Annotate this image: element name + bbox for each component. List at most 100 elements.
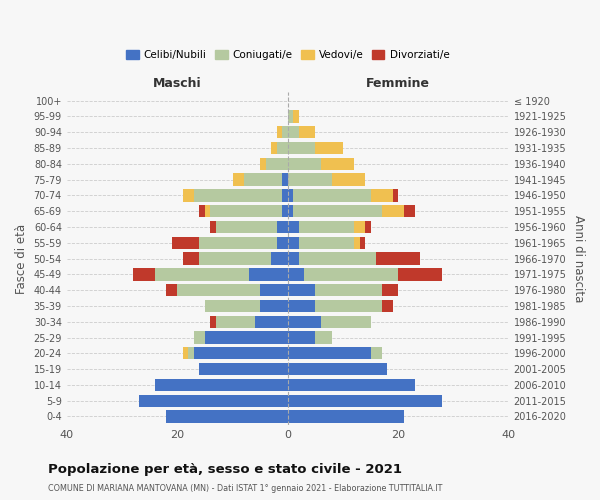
Bar [288,205,293,218]
Bar [288,284,316,296]
Bar [371,189,393,202]
Bar [282,174,288,186]
Bar [382,284,398,296]
Bar [288,394,442,407]
Bar [371,347,382,360]
Bar [398,268,442,280]
Bar [299,252,376,264]
Bar [354,221,365,233]
Bar [183,189,194,202]
Bar [359,236,365,249]
Bar [365,221,371,233]
Bar [299,236,354,249]
Bar [183,252,199,264]
Bar [299,221,354,233]
Bar [304,268,398,280]
Bar [288,378,415,391]
Bar [288,158,321,170]
Bar [316,300,382,312]
Bar [382,300,393,312]
Bar [316,284,382,296]
Bar [293,205,382,218]
Y-axis label: Anni di nascita: Anni di nascita [572,215,585,302]
Bar [199,252,271,264]
Bar [205,332,288,344]
Bar [288,142,316,154]
Text: Maschi: Maschi [153,78,202,90]
Text: Popolazione per età, sesso e stato civile - 2021: Popolazione per età, sesso e stato civil… [48,462,402,475]
Legend: Celibi/Nubili, Coniugati/e, Vedovi/e, Divorziati/e: Celibi/Nubili, Coniugati/e, Vedovi/e, Di… [122,46,454,64]
Bar [260,300,288,312]
Bar [376,252,421,264]
Bar [321,316,371,328]
Bar [277,142,288,154]
Bar [288,300,316,312]
Bar [382,205,404,218]
Bar [260,158,266,170]
Bar [177,284,260,296]
Bar [288,252,299,264]
Bar [199,205,205,218]
Bar [354,236,359,249]
Bar [155,378,288,391]
Bar [288,363,387,375]
Bar [233,174,244,186]
Bar [316,332,332,344]
Bar [183,347,188,360]
Bar [282,205,288,218]
Bar [211,316,216,328]
Bar [288,221,299,233]
Bar [277,126,282,138]
Bar [199,236,277,249]
Bar [288,126,299,138]
Bar [244,174,282,186]
Bar [404,205,415,218]
Bar [139,394,288,407]
Bar [277,221,288,233]
Bar [271,252,288,264]
Bar [282,126,288,138]
Bar [211,221,216,233]
Y-axis label: Fasce di età: Fasce di età [15,224,28,294]
Bar [293,110,299,122]
Bar [271,142,277,154]
Bar [205,205,211,218]
Bar [288,236,299,249]
Bar [288,316,321,328]
Bar [188,347,194,360]
Bar [288,347,371,360]
Bar [205,300,260,312]
Bar [316,142,343,154]
Bar [282,189,288,202]
Bar [194,347,288,360]
Bar [321,158,354,170]
Bar [293,189,371,202]
Bar [288,189,293,202]
Bar [194,332,205,344]
Bar [299,126,316,138]
Bar [166,284,177,296]
Bar [216,221,277,233]
Bar [332,174,365,186]
Bar [216,316,254,328]
Bar [155,268,249,280]
Text: Femmine: Femmine [366,78,430,90]
Bar [288,332,316,344]
Bar [194,189,282,202]
Bar [254,316,288,328]
Bar [288,174,332,186]
Bar [249,268,288,280]
Bar [166,410,288,422]
Bar [393,189,398,202]
Bar [288,110,293,122]
Bar [277,236,288,249]
Bar [288,268,304,280]
Bar [211,205,282,218]
Bar [260,284,288,296]
Bar [133,268,155,280]
Bar [266,158,288,170]
Bar [172,236,199,249]
Bar [288,410,404,422]
Bar [199,363,288,375]
Text: COMUNE DI MARIANA MANTOVANA (MN) - Dati ISTAT 1° gennaio 2021 - Elaborazione TUT: COMUNE DI MARIANA MANTOVANA (MN) - Dati … [48,484,442,493]
